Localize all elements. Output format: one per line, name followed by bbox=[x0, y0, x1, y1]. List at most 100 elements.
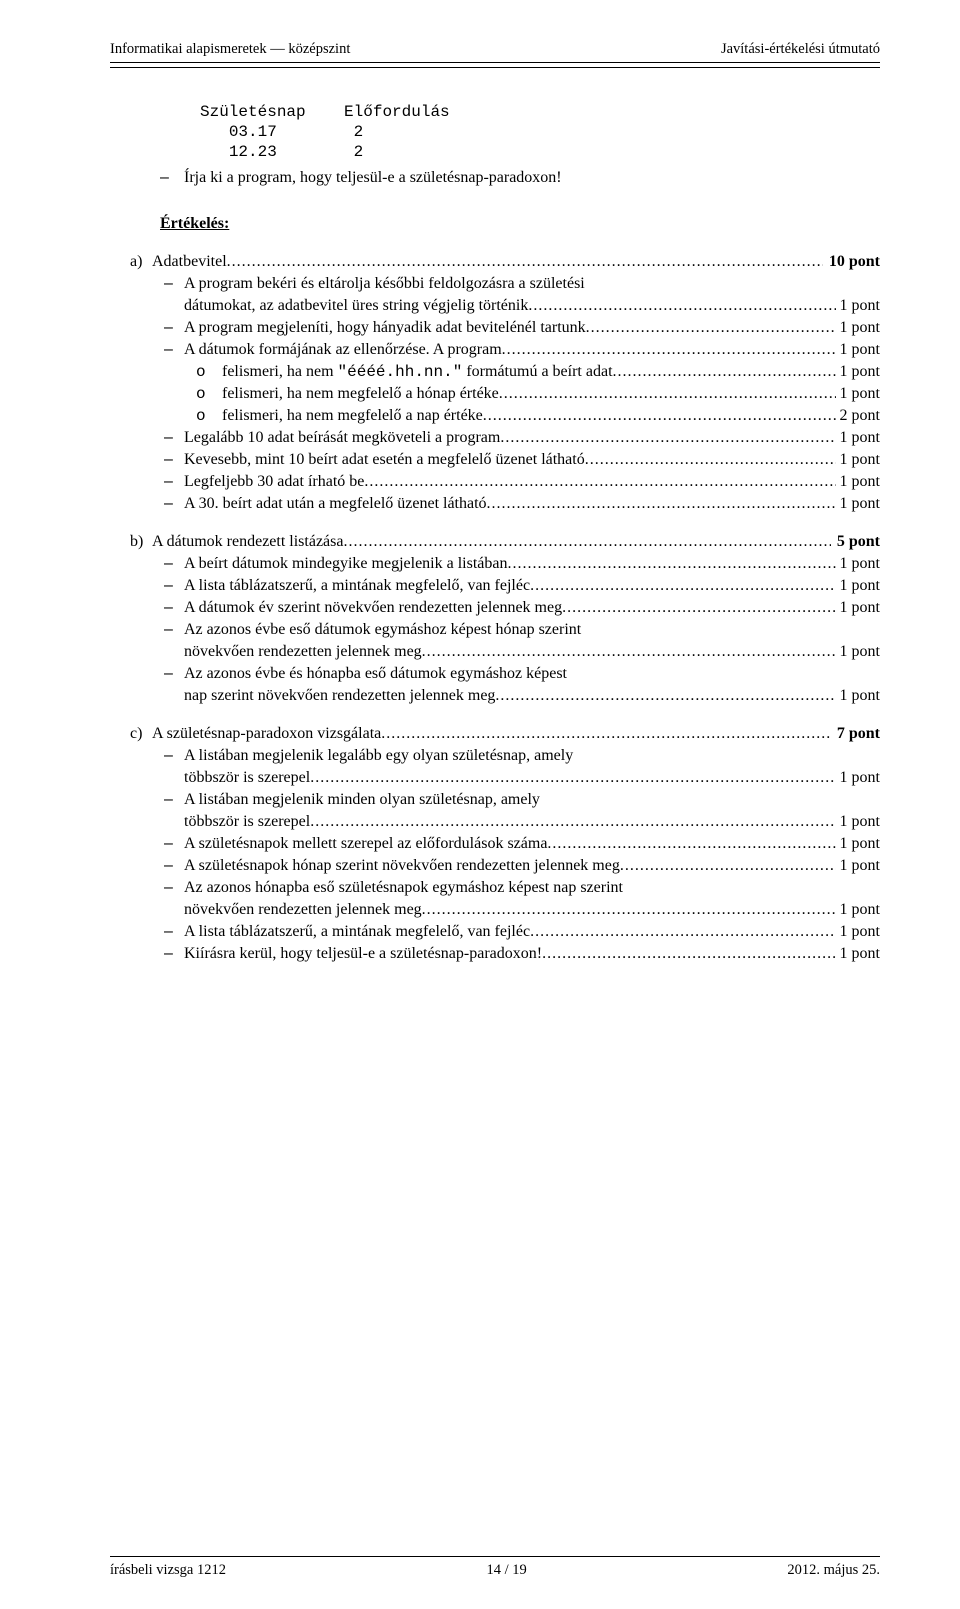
dot-leader bbox=[530, 576, 835, 596]
list-item-cont: dátumokat, az adatbevitel üres string vé… bbox=[184, 296, 880, 316]
list-item: – Legfeljebb 30 adat írható be 1 pont bbox=[164, 472, 880, 492]
dash-icon: – bbox=[164, 494, 184, 514]
dot-leader bbox=[310, 812, 835, 832]
header-left: Informatikai alapismeretek — középszint bbox=[110, 40, 350, 58]
list-item-cont: növekvően rendezetten jelennek meg 1 pon… bbox=[184, 642, 880, 662]
list-item: – A dátumok év szerint növekvően rendeze… bbox=[164, 598, 880, 618]
dot-leader bbox=[586, 318, 836, 338]
dot-leader bbox=[227, 252, 823, 272]
dash-icon: – bbox=[164, 664, 184, 684]
dot-leader bbox=[422, 900, 836, 920]
dash-icon: – bbox=[164, 318, 184, 338]
dot-leader bbox=[502, 340, 836, 360]
dash-icon: – bbox=[164, 746, 184, 766]
dot-leader bbox=[507, 554, 835, 574]
list-item: – Kevesebb, mint 10 beírt adat esetén a … bbox=[164, 450, 880, 470]
dot-leader bbox=[620, 856, 836, 876]
dot-leader bbox=[364, 472, 835, 492]
code-output-block: Születésnap Előfordulás 03.17 2 12.23 2 bbox=[200, 102, 880, 162]
dot-leader bbox=[483, 406, 836, 426]
list-item: – A listában megjelenik minden olyan szü… bbox=[164, 790, 880, 810]
list-item: – A dátumok formájának az ellenőrzése. A… bbox=[164, 340, 880, 360]
list-item: – Az azonos évbe eső dátumok egymáshoz k… bbox=[164, 620, 880, 640]
list-item: – Kiírásra kerül, hogy teljesül-e a szül… bbox=[164, 944, 880, 964]
section-b-points: 5 pont bbox=[831, 532, 880, 552]
footer-left: írásbeli vizsga 1212 bbox=[110, 1561, 226, 1579]
list-item: – A lista táblázatszerű, a mintának megf… bbox=[164, 576, 880, 596]
section-b-heading: b) A dátumok rendezett listázása 5 pont bbox=[130, 532, 880, 552]
dot-leader bbox=[495, 686, 835, 706]
dash-icon: – bbox=[164, 576, 184, 596]
dash-icon: – bbox=[164, 790, 184, 810]
circle-bullet-icon: o bbox=[196, 362, 222, 382]
footer-center: 14 / 19 bbox=[487, 1561, 527, 1579]
list-item: – Legalább 10 adat beírását megköveteli … bbox=[164, 428, 880, 448]
list-item-cont: nap szerint növekvően rendezetten jelenn… bbox=[184, 686, 880, 706]
dot-leader bbox=[530, 922, 835, 942]
list-item-cont: többször is szerepel 1 pont bbox=[184, 812, 880, 832]
header-rule-2 bbox=[110, 67, 880, 68]
section-b-title: A dátumok rendezett listázása bbox=[152, 532, 343, 552]
dash-icon: – bbox=[164, 428, 184, 448]
section-b-label: b) bbox=[130, 532, 152, 552]
dash-icon: – bbox=[160, 168, 184, 188]
list-item: – A lista táblázatszerű, a mintának megf… bbox=[164, 922, 880, 942]
list-item: – A születésnapok hónap szerint növekvőe… bbox=[164, 856, 880, 876]
footer-rule bbox=[110, 1556, 880, 1557]
dash-icon: – bbox=[164, 922, 184, 942]
section-a-heading: a) Adatbevitel 10 pont bbox=[130, 252, 880, 272]
list-item: – A listában megjelenik legalább egy oly… bbox=[164, 746, 880, 766]
task-text: Írja ki a program, hogy teljesül-e a szü… bbox=[184, 168, 562, 188]
dash-icon: – bbox=[164, 620, 184, 640]
dot-leader bbox=[487, 494, 836, 514]
section-a-points: 10 pont bbox=[823, 252, 880, 272]
dash-icon: – bbox=[164, 274, 184, 294]
section-a-title: Adatbevitel bbox=[152, 252, 227, 272]
dot-leader bbox=[528, 296, 835, 316]
dash-icon: – bbox=[164, 554, 184, 574]
list-item: – A program megjeleníti, hogy hányadik a… bbox=[164, 318, 880, 338]
list-item: – A 30. beírt adat után a megfelelő üzen… bbox=[164, 494, 880, 514]
section-a-label: a) bbox=[130, 252, 152, 272]
dash-icon: – bbox=[164, 340, 184, 360]
list-item-cont: többször is szerepel 1 pont bbox=[184, 768, 880, 788]
dash-icon: – bbox=[164, 944, 184, 964]
section-c-points: 7 pont bbox=[831, 724, 880, 744]
dash-icon: – bbox=[164, 856, 184, 876]
list-item-cont: növekvően rendezetten jelennek meg 1 pon… bbox=[184, 900, 880, 920]
dot-leader bbox=[422, 642, 836, 662]
dot-leader bbox=[547, 834, 835, 854]
sub-item: o felismeri, ha nem "éééé.hh.nn." formát… bbox=[196, 362, 880, 382]
list-item: – A program bekéri és eltárolja későbbi … bbox=[164, 274, 880, 294]
sub-item: o felismeri, ha nem megfelelő a nap érté… bbox=[196, 406, 880, 426]
dot-leader bbox=[562, 598, 835, 618]
list-item: – A születésnapok mellett szerepel az el… bbox=[164, 834, 880, 854]
dot-leader bbox=[613, 362, 836, 382]
list-item: – Az azonos hónapba eső születésnapok eg… bbox=[164, 878, 880, 898]
dash-icon: – bbox=[164, 472, 184, 492]
section-c-title: A születésnap-paradoxon vizsgálata bbox=[152, 724, 381, 744]
dot-leader bbox=[585, 450, 836, 470]
evaluation-heading: Értékelés: bbox=[160, 214, 880, 234]
circle-bullet-icon: o bbox=[196, 406, 222, 426]
page-footer: írásbeli vizsga 1212 14 / 19 2012. május… bbox=[110, 1548, 880, 1579]
dash-icon: – bbox=[164, 878, 184, 898]
page-header: Informatikai alapismeretek — középszint … bbox=[110, 40, 880, 58]
dot-leader bbox=[310, 768, 835, 788]
section-c-heading: c) A születésnap-paradoxon vizsgálata 7 … bbox=[130, 724, 880, 744]
sub-item: o felismeri, ha nem megfelelő a hónap ér… bbox=[196, 384, 880, 404]
dot-leader bbox=[500, 428, 835, 448]
task-bullet: – Írja ki a program, hogy teljesül-e a s… bbox=[160, 168, 880, 188]
header-right: Javítási-értékelési útmutató bbox=[721, 40, 880, 58]
circle-bullet-icon: o bbox=[196, 384, 222, 404]
dot-leader bbox=[343, 532, 830, 552]
dot-leader bbox=[499, 384, 836, 404]
dash-icon: – bbox=[164, 598, 184, 618]
dot-leader bbox=[381, 724, 831, 744]
footer-right: 2012. május 25. bbox=[787, 1561, 880, 1579]
section-c-label: c) bbox=[130, 724, 152, 744]
list-item: – Az azonos évbe és hónapba eső dátumok … bbox=[164, 664, 880, 684]
list-item: – A beírt dátumok mindegyike megjelenik … bbox=[164, 554, 880, 574]
document-page: Informatikai alapismeretek — középszint … bbox=[0, 0, 960, 1609]
dot-leader bbox=[542, 944, 835, 964]
